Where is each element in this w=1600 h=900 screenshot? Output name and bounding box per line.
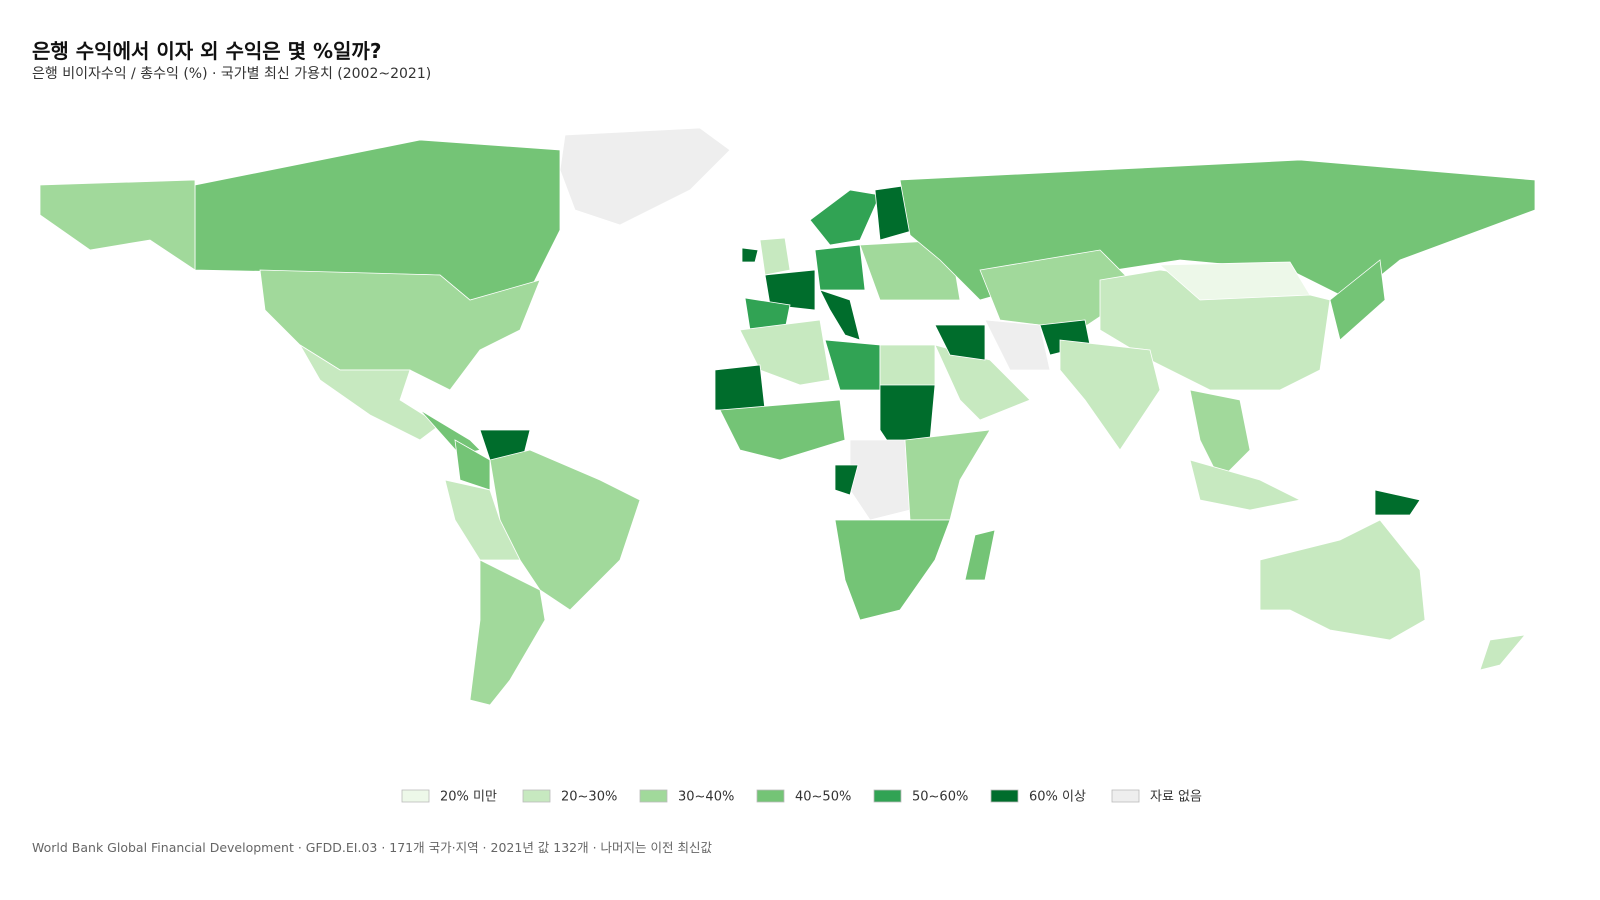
subtitle: 은행 비이자수익 / 총수익 (%) · 국가별 최신 가용치 (2002~20… xyxy=(32,66,431,82)
country xyxy=(1059,339,1161,451)
world-map xyxy=(39,127,1536,706)
country xyxy=(559,127,731,226)
country xyxy=(904,429,991,521)
country xyxy=(1329,259,1386,341)
country xyxy=(764,269,816,311)
source-note: World Bank Global Financial Development … xyxy=(32,840,712,855)
country xyxy=(849,439,911,521)
legend-label: 60% 이상 xyxy=(1029,790,1086,805)
country xyxy=(934,324,986,361)
country xyxy=(719,399,846,461)
country xyxy=(741,247,759,263)
legend-label: 30~40% xyxy=(678,790,734,805)
country xyxy=(259,269,541,391)
country xyxy=(1374,489,1421,516)
legend-label: 20~30% xyxy=(561,790,617,805)
country xyxy=(39,179,196,271)
legend-swatch xyxy=(990,789,1019,803)
country xyxy=(809,189,881,246)
country xyxy=(469,559,546,706)
legend-swatch xyxy=(401,789,430,803)
country xyxy=(419,409,481,456)
country xyxy=(824,339,881,391)
country xyxy=(819,289,861,341)
country xyxy=(834,519,951,621)
legend-swatch xyxy=(522,789,551,803)
country xyxy=(759,237,791,276)
legend-swatch xyxy=(756,789,785,803)
country xyxy=(964,529,996,581)
country xyxy=(1479,634,1526,671)
legend-label: 40~50% xyxy=(795,790,851,805)
legend-label: 50~60% xyxy=(912,790,968,805)
legend-label: 자료 없음 xyxy=(1150,790,1202,805)
country xyxy=(714,364,766,411)
country xyxy=(1189,459,1302,511)
country xyxy=(1189,389,1251,481)
country xyxy=(444,479,521,561)
legend-swatch xyxy=(873,789,902,803)
country xyxy=(834,464,859,496)
country xyxy=(879,344,936,391)
legend-swatch xyxy=(639,789,668,803)
title: 은행 수익에서 이자 외 수익은 몇 %일까? xyxy=(32,39,381,63)
legend-swatch xyxy=(1111,789,1140,803)
country xyxy=(814,244,866,291)
country xyxy=(739,319,831,386)
country xyxy=(984,319,1051,371)
country xyxy=(1259,519,1426,641)
legend-label: 20% 미만 xyxy=(440,790,497,805)
country xyxy=(1158,261,1311,301)
legend: 20% 미만 20~30% 30~40% 40~50% 50~60% 60% 이상 자료 없… xyxy=(401,789,1202,805)
